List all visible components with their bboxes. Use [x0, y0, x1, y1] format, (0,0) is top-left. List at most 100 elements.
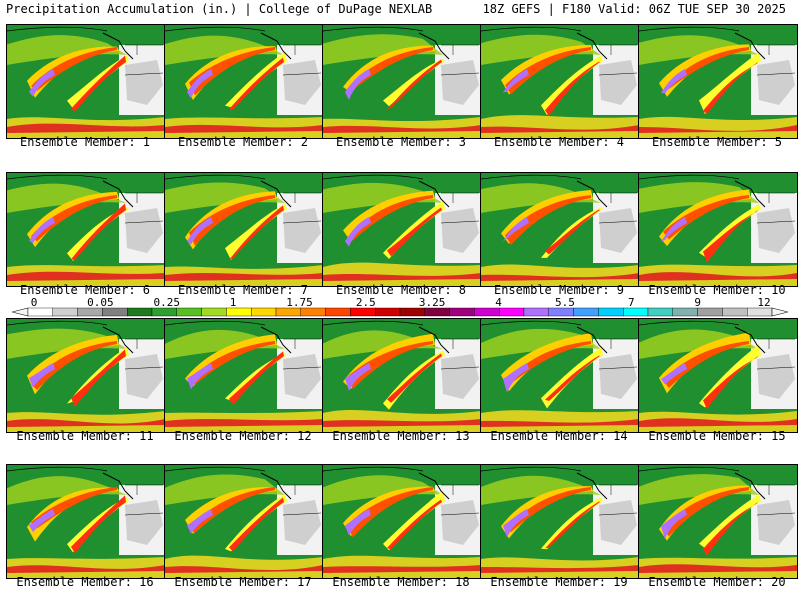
colorbar-bin [449, 307, 475, 317]
ensemble-member-label: Ensemble Member: 2 [177, 135, 309, 149]
precip-map-image [165, 319, 323, 432]
precip-map-image [323, 319, 481, 432]
colorbar-bin [573, 307, 599, 317]
ensemble-map-panel [6, 464, 166, 579]
colorbar-bin [350, 307, 376, 317]
ensemble-member-label: Ensemble Member: 20 [648, 575, 786, 589]
colorbar-bin [102, 307, 128, 317]
precipitation-colorbar: 0 0.05 0.25 1 1.75 2.5 3.25 4 5.5 7 9 12 [12, 296, 788, 317]
ensemble-member-label: Ensemble Member: 6 [19, 283, 151, 297]
colorbar-tick-label: 7 [628, 296, 635, 309]
colorbar-bin [300, 307, 326, 317]
colorbar-tick-label: 2.5 [356, 296, 376, 309]
colorbar-tick-label: 9 [694, 296, 701, 309]
ensemble-map-panel [6, 172, 166, 287]
ensemble-map-panel [322, 24, 482, 139]
colorbar-tick-label: 0 [31, 296, 38, 309]
ensemble-member-label: Ensemble Member: 7 [177, 283, 309, 297]
colorbar-bin [176, 307, 202, 317]
ensemble-member-label: Ensemble Member: 4 [493, 135, 625, 149]
colorbar-bin [623, 307, 649, 317]
ensemble-member-label: Ensemble Member: 5 [651, 135, 783, 149]
precip-map-image [481, 319, 639, 432]
colorbar-bin [474, 307, 500, 317]
ensemble-member-label: Ensemble Member: 14 [490, 429, 628, 443]
precip-map-image [639, 25, 797, 138]
colorbar-bin [201, 307, 227, 317]
colorbar-bin [747, 307, 773, 317]
colorbar-tick-label: 1 [230, 296, 237, 309]
precip-map-image [7, 25, 165, 138]
precip-map-image [7, 465, 165, 578]
ensemble-map-panel [480, 24, 640, 139]
precip-map-image [639, 465, 797, 578]
ensemble-map-panel [164, 318, 324, 433]
ensemble-member-label: Ensemble Member: 13 [332, 429, 470, 443]
ensemble-map-panel [322, 172, 482, 287]
precip-map-image [481, 173, 639, 286]
colorbar-bin [647, 307, 673, 317]
colorbar-bin [325, 307, 351, 317]
ensemble-map-panel [6, 24, 166, 139]
ensemble-member-label: Ensemble Member: 17 [174, 575, 312, 589]
colorbar-bin [27, 307, 53, 317]
ensemble-map-panel [164, 172, 324, 287]
ensemble-member-label: Ensemble Member: 11 [16, 429, 154, 443]
ensemble-map-panel [638, 318, 798, 433]
colorbar-bin [722, 307, 748, 317]
colorbar-bin [52, 307, 78, 317]
ensemble-member-label: Ensemble Member: 10 [648, 283, 786, 297]
precip-map-image [165, 25, 323, 138]
precip-map-image [323, 465, 481, 578]
ensemble-member-label: Ensemble Member: 1 [19, 135, 151, 149]
page-title: Precipitation Accumulation (in.) | Colle… [6, 2, 433, 16]
colorbar-bin [598, 307, 624, 317]
ensemble-map-panel [164, 464, 324, 579]
colorbar-tick-label: 5.5 [555, 296, 575, 309]
ensemble-member-label: Ensemble Member: 16 [16, 575, 154, 589]
ensemble-map-panel [322, 464, 482, 579]
colorbar-tick-label: 3.25 [419, 296, 446, 309]
colorbar-bin [226, 307, 252, 317]
precip-map-image [7, 319, 165, 432]
colorbar-bin [672, 307, 698, 317]
ensemble-member-label: Ensemble Member: 15 [648, 429, 786, 443]
colorbar-tick-label: 0.25 [153, 296, 180, 309]
colorbar-bin [399, 307, 425, 317]
ensemble-map-panel [164, 24, 324, 139]
ensemble-map-panel [638, 24, 798, 139]
colorbar-bin [697, 307, 723, 317]
colorbar-tick-label: 12 [757, 296, 770, 309]
precip-map-image [165, 173, 323, 286]
ensemble-map-panel [480, 318, 640, 433]
ensemble-map-panel [6, 318, 166, 433]
colorbar-high-arrow [771, 307, 788, 317]
ensemble-map-panel [638, 172, 798, 287]
ensemble-map-panel [480, 172, 640, 287]
colorbar-bin [126, 307, 153, 317]
colorbar-low-arrow [12, 307, 29, 317]
colorbar-bin [424, 307, 450, 317]
ensemble-member-label: Ensemble Member: 12 [174, 429, 312, 443]
ensemble-member-label: Ensemble Member: 3 [335, 135, 467, 149]
colorbar-bin [77, 307, 103, 317]
run-valid-time: 18Z GEFS | F180 Valid: 06Z TUE SEP 30 20… [482, 2, 786, 16]
precip-map-image [323, 173, 481, 286]
ensemble-map-panel [322, 318, 482, 433]
precip-map-image [639, 173, 797, 286]
colorbar-bin [523, 307, 549, 317]
precip-map-image [165, 465, 323, 578]
colorbar-bin [548, 307, 574, 317]
colorbar-tick-label: 0.05 [87, 296, 114, 309]
ensemble-member-label: Ensemble Member: 9 [493, 283, 625, 297]
colorbar-tick-label: 1.75 [286, 296, 313, 309]
precip-map-image [323, 25, 481, 138]
precip-map-image [7, 173, 165, 286]
ensemble-member-label: Ensemble Member: 8 [335, 283, 467, 297]
colorbar-bin [250, 307, 277, 317]
ensemble-member-label: Ensemble Member: 18 [332, 575, 470, 589]
precip-map-image [481, 25, 639, 138]
ensemble-map-panel [638, 464, 798, 579]
ensemble-map-panel [480, 464, 640, 579]
precip-map-image [639, 319, 797, 432]
